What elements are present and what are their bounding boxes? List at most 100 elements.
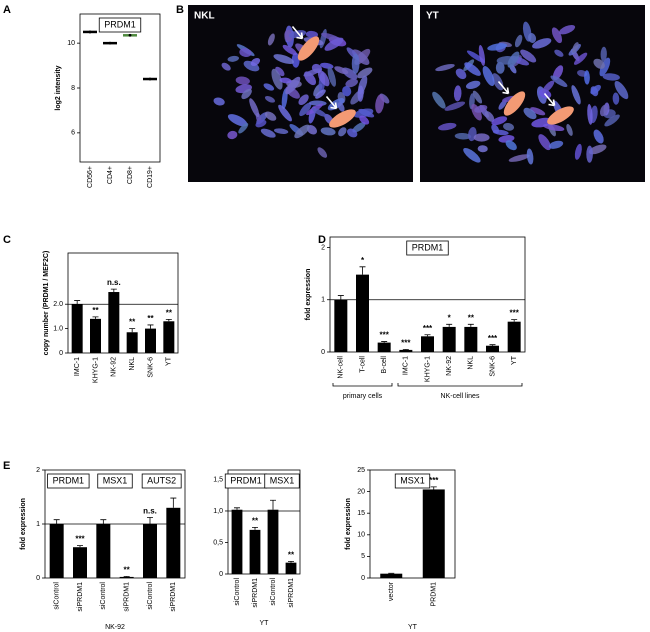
x-tick-label: YT (511, 355, 518, 365)
bar (380, 573, 403, 578)
chromosome (492, 73, 504, 91)
chromosome (305, 30, 319, 38)
y-tick-label: 1,5 (213, 476, 223, 483)
chromosome (279, 77, 292, 84)
signal (547, 106, 574, 125)
chromosome (432, 91, 446, 109)
x-tick-label: NKL (129, 357, 136, 371)
chromosome (263, 83, 275, 91)
y-tick-label: 15 (357, 510, 365, 517)
chromosome (477, 145, 488, 153)
group-label: NK-cell lines (441, 393, 480, 400)
chart-title: PRDM1 (230, 475, 262, 485)
significance: ** (129, 318, 136, 327)
error-bar (337, 295, 344, 300)
chromosome (604, 114, 620, 127)
chromosome (571, 85, 581, 105)
bar (126, 332, 138, 353)
chromosome (334, 66, 349, 75)
chromosome (612, 92, 620, 105)
x-tick-label: siPRDM1 (288, 578, 295, 608)
point (88, 30, 92, 34)
x-tick-label: PRDM1 (431, 582, 438, 607)
chromosome (338, 127, 347, 137)
chart-title: PRDM1 (412, 242, 444, 252)
significance: ** (124, 565, 131, 574)
chromosome (241, 88, 252, 100)
chromosome (463, 147, 481, 163)
arrow (497, 80, 510, 95)
error-bar (467, 323, 474, 327)
x-tick-label: vector (388, 581, 395, 601)
significance: * (361, 256, 365, 265)
chromosome (602, 73, 620, 81)
bar (486, 345, 499, 352)
chromosome (590, 84, 601, 95)
y-tick-label: 2 (321, 244, 325, 251)
bar (356, 274, 369, 352)
chromosome (478, 45, 486, 66)
y-axis-label: copy number (PRDM1 / MEF2C) (43, 251, 50, 356)
x-tick-label: KHYG-1 (92, 357, 99, 383)
chromosome (273, 54, 295, 65)
error-bar (381, 341, 388, 343)
arrow (325, 95, 338, 110)
chromosome (320, 127, 336, 136)
arrow (291, 25, 304, 40)
chromosome (273, 128, 289, 134)
error-bar (170, 497, 177, 508)
title-frame (98, 17, 142, 33)
y-tick-label: 2 (36, 467, 40, 474)
error-bar (288, 560, 294, 563)
title-box: PRDM1 (98, 17, 142, 33)
y-tick-label: 20 (357, 488, 365, 495)
chromosome (285, 76, 301, 95)
chromosome (282, 44, 297, 56)
x-tick-label: SNK-6 (489, 356, 496, 377)
chromosome (271, 68, 283, 90)
chart-title: AUTS2 (147, 475, 176, 485)
significance: *** (423, 324, 433, 333)
y-axis-label: fold expression (20, 498, 27, 550)
chromosome (528, 33, 537, 43)
chromosome (455, 68, 467, 80)
y-tick-label: 1 (36, 521, 40, 528)
chromosome (503, 122, 515, 131)
chromosome (492, 129, 509, 136)
chromosome (588, 144, 607, 155)
chromosome (484, 111, 495, 122)
chromosome (357, 67, 373, 79)
chromosome (294, 124, 310, 139)
bar (231, 509, 243, 574)
y-tick-label: 8 (71, 85, 75, 92)
title-frame (264, 473, 300, 489)
title-box: PRDM1 (47, 473, 90, 489)
x-tick-label: YT (166, 356, 173, 366)
chromosome (559, 24, 576, 35)
error-bar (100, 519, 107, 524)
chromosome (327, 66, 337, 87)
chromosome (337, 102, 345, 112)
x-tick-label: CD19+ (147, 166, 154, 188)
significance: *** (401, 338, 411, 347)
y-tick-label: 0 (36, 575, 40, 582)
chromosome (554, 49, 564, 57)
error-bar (270, 499, 276, 510)
plot-frame (79, 13, 161, 163)
y-tick-label: 1.0 (53, 325, 63, 332)
x-tick-label: CD56+ (87, 166, 94, 188)
chromosome (227, 55, 240, 62)
chromosome (235, 76, 250, 85)
significance: * (448, 313, 452, 322)
chromosome (347, 128, 358, 138)
significance: ** (147, 314, 154, 323)
chromosome (491, 116, 508, 126)
x-tick-label: NK-92 (111, 357, 118, 377)
y-tick-label: 2.0 (53, 301, 63, 308)
chromosome (550, 75, 568, 88)
title-frame (406, 240, 449, 256)
plot-frame (67, 252, 179, 354)
group-bracket (397, 383, 523, 387)
chromosome (238, 123, 249, 134)
